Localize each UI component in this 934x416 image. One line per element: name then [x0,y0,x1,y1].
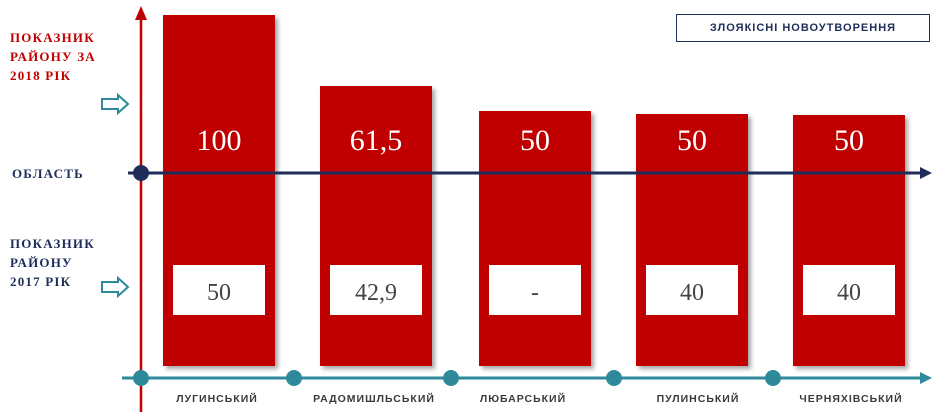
label-2018-line1: ПОКАЗНИК [10,30,95,45]
value-2017-0: 50 [207,280,231,306]
label-2018-line2: РАЙОНУ ЗА [10,49,96,64]
box-2017-3 [646,265,738,315]
label-2018-line3: 2018 РІК [10,68,72,83]
x-axis-dot-1 [286,370,302,386]
value-2018-1: 61,5 [350,124,403,157]
value-2017-3: 40 [680,280,704,306]
value-2018-0: 100 [197,124,242,157]
bar-2018-3 [636,114,748,366]
chart-title: ЗЛОЯКІСНІ НОВОУТВОРЕННЯ [676,14,930,42]
category-label-1: РАДОМИШЛЬСЬКИЙ [313,392,435,405]
value-2018-4: 50 [834,124,864,157]
box-2017-4 [803,265,895,315]
category-label-0: ЛУГИНСЬКИЙ [176,392,258,405]
region-line-arrow [920,167,932,179]
label-2017-line2: РАЙОНУ [10,255,73,270]
label-2017-line1: ПОКАЗНИК [10,236,95,251]
value-2018-2: 50 [520,124,550,157]
value-2017-4: 40 [837,280,861,306]
value-2018-3: 50 [677,124,707,157]
value-2017-2: - [531,280,539,306]
region-marker [133,165,149,181]
label-2017-line3: 2017 РІК [10,274,72,289]
value-2017-1: 42,9 [355,280,397,306]
arrow-2018-icon [101,92,130,116]
label-region: ОБЛАСТЬ [12,166,84,181]
label-2017: ПОКАЗНИК РАЙОНУ 2017 РІК [10,234,95,291]
x-axis-dot-3 [606,370,622,386]
box-2017-1 [330,265,422,315]
x-axis-dot-2 [443,370,459,386]
bar-2018-1 [320,86,432,366]
box-2017-0 [173,265,265,315]
x-axis-dot-0 [133,370,149,386]
box-2017-2 [489,265,581,315]
y-axis-arrow [135,6,147,20]
category-label-2: ЛЮБАРСЬКИЙ [480,392,566,405]
category-label-4: ЧЕРНЯХІВСЬКИЙ [799,392,902,405]
arrow-2017-icon [101,275,130,299]
x-axis-arrow [920,372,932,384]
x-axis-dot-4 [765,370,781,386]
bar-2018-2 [479,111,591,366]
category-label-3: ПУЛИНСЬКИЙ [657,392,740,405]
label-2018: ПОКАЗНИК РАЙОНУ ЗА 2018 РІК [10,28,96,85]
bar-2018-4 [793,115,905,366]
